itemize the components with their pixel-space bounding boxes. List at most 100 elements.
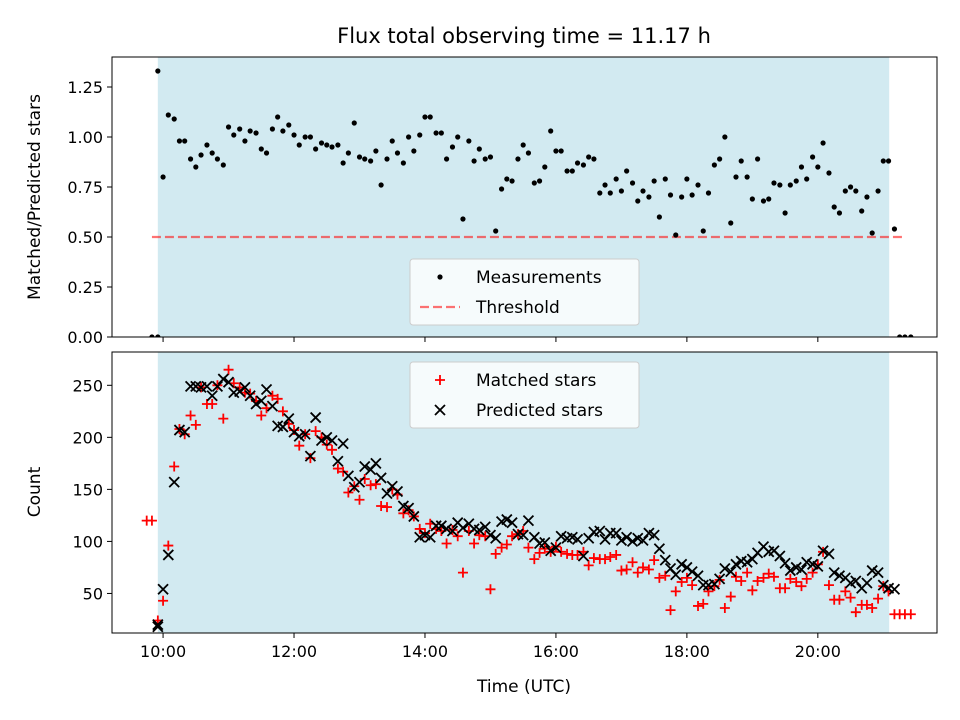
- predicted-star-point: [615, 534, 628, 547]
- measurement-point: [204, 142, 210, 148]
- predicted-star-point: [877, 579, 889, 591]
- measurement-point: [558, 148, 564, 154]
- matched-star-point: [796, 581, 807, 592]
- predicted-star-point: [741, 556, 753, 568]
- predicted-star-point: [206, 390, 218, 402]
- matched-star-point: [627, 557, 638, 568]
- measurement-point: [902, 334, 908, 337]
- measurement-point: [198, 152, 204, 158]
- chart-title: Flux total observing time = 11.17 h: [337, 24, 711, 48]
- measurement-point: [307, 134, 313, 140]
- matched-star-point: [469, 538, 480, 549]
- measurement-point: [580, 162, 587, 168]
- measurement-point: [411, 148, 417, 154]
- measurement-point: [460, 216, 466, 222]
- measurement-point: [662, 176, 668, 182]
- counts-y-tick-label: 250: [72, 376, 103, 395]
- predicted-star-point: [779, 557, 791, 569]
- counts-legend-box: [409, 361, 640, 429]
- matched-star-point: [747, 585, 758, 596]
- matched-star-point: [873, 593, 884, 604]
- measurement-point: [253, 130, 259, 136]
- predicted-star-point: [179, 426, 191, 438]
- measurement-point: [574, 160, 581, 166]
- legend-measurements-marker: [437, 274, 443, 280]
- matched-star-point: [768, 571, 779, 582]
- measurement-point: [859, 208, 865, 214]
- measurement-point: [373, 148, 379, 154]
- measurement-point: [591, 156, 597, 162]
- legend-label: Matched stars: [476, 371, 596, 391]
- predicted-star-point: [424, 531, 436, 543]
- measurement-point: [487, 154, 494, 160]
- measurement-point: [869, 230, 875, 236]
- predicted-star-point: [823, 548, 835, 560]
- matched-star-point: [649, 555, 660, 566]
- ratio-panel: 0.00 0.25 0.50 0.75 1.00 1.25 Measurements Thre…: [67, 56, 938, 347]
- measurement-point: [160, 174, 166, 180]
- predicted-star-point: [479, 521, 491, 533]
- matched-star-point: [382, 502, 392, 513]
- measurement-point: [417, 132, 423, 138]
- ratio-axes-frame: [111, 56, 938, 338]
- legend-label: Predicted stars: [476, 401, 603, 421]
- predicted-star-point: [457, 522, 469, 534]
- matched-star-point: [861, 599, 872, 610]
- predicted-star-point: [577, 550, 590, 562]
- matched-star-point: [332, 463, 343, 474]
- predicted-star-point: [828, 567, 840, 579]
- matched-star-point: [660, 570, 671, 581]
- x-tick-label: 18:00: [664, 642, 710, 661]
- matched-star-point: [665, 605, 676, 616]
- matched-star-point: [687, 580, 698, 591]
- measurement-point: [787, 182, 793, 188]
- ratio-y-tick-label: 0.25: [67, 278, 103, 297]
- matched-star-point: [670, 586, 681, 597]
- measurement-point: [471, 158, 477, 164]
- measurement-point: [242, 138, 248, 144]
- predicted-star-point: [872, 567, 884, 579]
- predicted-star-point: [211, 380, 224, 392]
- predicted-star-point: [795, 563, 808, 576]
- predicted-star-point: [801, 556, 813, 568]
- matched-star-point: [840, 586, 851, 597]
- measurement-point: [536, 178, 543, 184]
- measurement-point: [193, 164, 199, 170]
- matched-star-point: [485, 584, 496, 595]
- measurement-point: [329, 144, 335, 150]
- matched-star-point: [223, 364, 234, 375]
- predicted-star-point: [260, 383, 273, 396]
- predicted-star-point: [244, 390, 256, 402]
- matched-star-point: [867, 603, 878, 614]
- matched-star-point: [370, 479, 381, 490]
- measurement-point: [613, 176, 619, 182]
- measurement-point: [804, 176, 810, 182]
- predicted-star-point: [850, 575, 862, 587]
- measurement-point: [754, 156, 761, 162]
- measurement-point: [744, 174, 750, 180]
- measurement-point: [498, 186, 505, 192]
- matched-star-point: [834, 594, 845, 605]
- matched-star-point: [534, 547, 545, 558]
- counts-y-tick-label: 150: [72, 480, 103, 499]
- counts-y-tick-label: 100: [72, 532, 103, 551]
- predicted-star-point: [152, 619, 164, 631]
- measurement-point: [760, 198, 767, 204]
- predicted-star-point: [293, 430, 305, 442]
- predicted-star-point: [866, 564, 878, 577]
- measurement-point: [640, 188, 646, 194]
- measurement-point: [214, 156, 221, 162]
- measurement-point: [422, 114, 428, 120]
- matched-star-point: [185, 410, 196, 421]
- measurement-point: [705, 190, 712, 196]
- matched-star-point: [730, 571, 741, 582]
- measurement-point: [209, 150, 215, 156]
- predicted-star-point: [626, 535, 639, 548]
- measurement-point: [356, 154, 363, 160]
- measurement-point: [771, 180, 777, 186]
- matched-star-point: [850, 607, 861, 618]
- counts-y-tick-label: 200: [72, 428, 103, 447]
- measurement-point: [624, 168, 630, 174]
- measurement-point: [700, 228, 706, 234]
- counts-plot-area: [141, 364, 916, 633]
